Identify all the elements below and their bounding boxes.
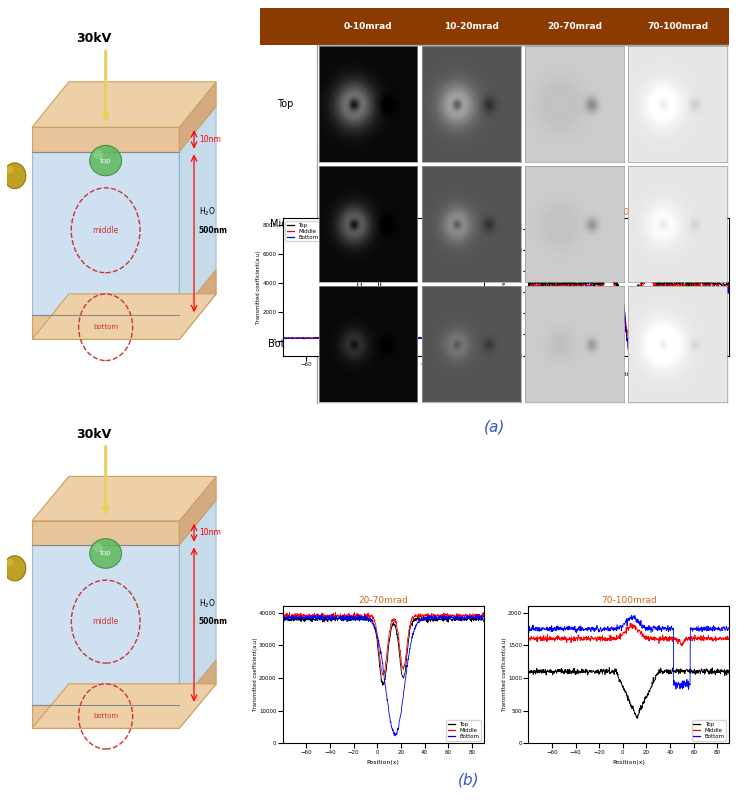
Y-axis label: Transmitted coefficient(a.u): Transmitted coefficient(a.u): [501, 250, 507, 323]
Text: 30kV: 30kV: [76, 32, 112, 45]
Y-axis label: Transmitted coefficient(a.u): Transmitted coefficient(a.u): [256, 250, 261, 323]
Polygon shape: [32, 127, 179, 152]
Text: middle: middle: [92, 225, 119, 235]
Y-axis label: Transmitted coefficient(a.u): Transmitted coefficient(a.u): [252, 638, 257, 711]
Polygon shape: [32, 521, 179, 545]
Text: (b): (b): [458, 772, 480, 788]
Ellipse shape: [94, 543, 103, 552]
Text: 500nm: 500nm: [199, 617, 228, 626]
Legend: Top, Middle, Bottom: Top, Middle, Bottom: [692, 720, 726, 741]
Polygon shape: [32, 152, 179, 315]
Polygon shape: [179, 660, 217, 728]
Text: 500nm: 500nm: [199, 225, 228, 235]
Ellipse shape: [90, 145, 121, 176]
Text: top: top: [100, 158, 112, 163]
Text: top: top: [100, 550, 112, 557]
Ellipse shape: [94, 150, 103, 159]
Text: Middle: Middle: [269, 219, 302, 229]
Polygon shape: [32, 684, 217, 728]
Text: H$_2$O: H$_2$O: [199, 598, 216, 610]
Polygon shape: [32, 82, 217, 127]
X-axis label: Position(x): Position(x): [612, 372, 645, 377]
X-axis label: Position(x): Position(x): [367, 372, 400, 377]
Text: 10nm: 10nm: [199, 135, 221, 144]
Text: 30kV: 30kV: [76, 428, 112, 441]
Bar: [317, 44, 729, 404]
Text: 10-20mrad: 10-20mrad: [444, 22, 498, 31]
Ellipse shape: [6, 558, 13, 566]
Polygon shape: [32, 500, 217, 545]
X-axis label: Position(x): Position(x): [612, 760, 645, 765]
Polygon shape: [32, 545, 179, 705]
Bar: [260, 8, 729, 44]
Polygon shape: [32, 705, 179, 728]
Title: 20-70mrad: 20-70mrad: [358, 596, 408, 605]
Text: 20-70mrad: 20-70mrad: [547, 22, 602, 31]
Text: middle: middle: [92, 617, 119, 626]
Legend: Top, Middle, Bottom: Top, Middle, Bottom: [692, 221, 726, 242]
Text: 70-100mrad: 70-100mrad: [647, 22, 708, 31]
Text: (a): (a): [484, 420, 505, 435]
Text: bottom: bottom: [93, 713, 118, 719]
Polygon shape: [32, 315, 179, 339]
Title: 10-20mrad: 10-20mrad: [603, 208, 654, 217]
Polygon shape: [32, 294, 217, 339]
Y-axis label: Transmitted coefficient(a.u): Transmitted coefficient(a.u): [501, 638, 507, 711]
Text: 10nm: 10nm: [199, 528, 221, 537]
Legend: Top, Middle, Bottom: Top, Middle, Bottom: [286, 221, 320, 242]
Text: H$_2$O: H$_2$O: [199, 206, 216, 218]
Polygon shape: [179, 106, 217, 315]
Ellipse shape: [4, 556, 26, 581]
X-axis label: Position(x): Position(x): [367, 760, 400, 765]
Ellipse shape: [4, 163, 26, 188]
Polygon shape: [32, 477, 217, 521]
Ellipse shape: [90, 539, 121, 568]
Polygon shape: [179, 82, 217, 152]
Polygon shape: [179, 270, 217, 339]
Text: Top: Top: [278, 99, 294, 109]
Ellipse shape: [6, 166, 13, 174]
Title: 0-10mrad: 0-10mrad: [361, 208, 405, 217]
Text: bottom: bottom: [93, 324, 118, 330]
Text: 0-10mrad: 0-10mrad: [344, 22, 393, 31]
Text: Bottom: Bottom: [268, 339, 304, 349]
Polygon shape: [32, 106, 217, 152]
Legend: Top, Middle, Bottom: Top, Middle, Bottom: [446, 720, 481, 741]
Polygon shape: [179, 477, 217, 545]
Title: 70-100mrad: 70-100mrad: [601, 596, 656, 605]
Polygon shape: [179, 500, 217, 705]
